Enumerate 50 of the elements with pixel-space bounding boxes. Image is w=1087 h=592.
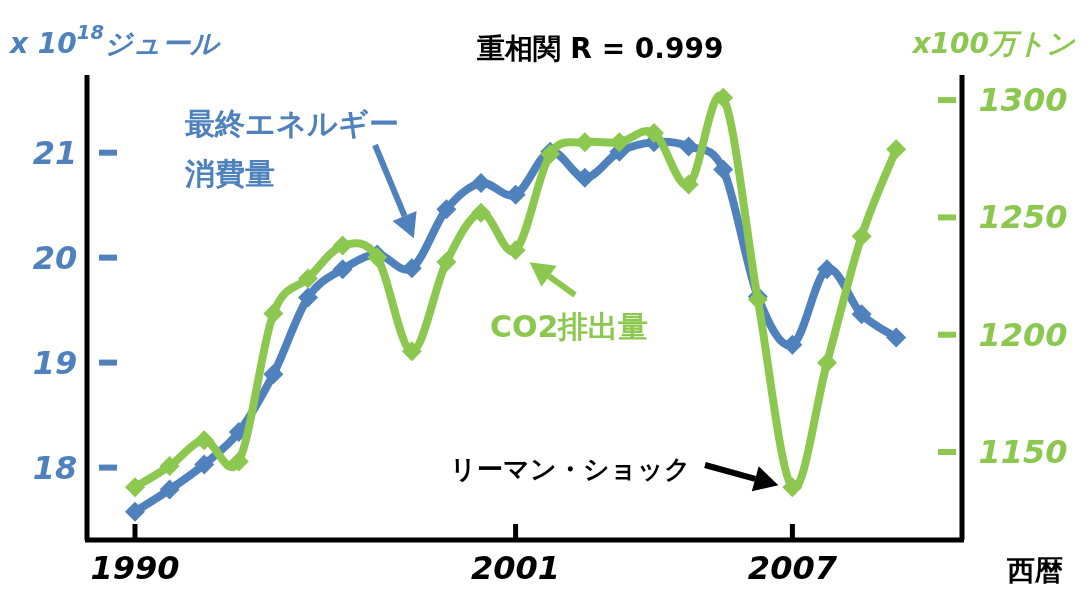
point	[471, 173, 491, 194]
point	[125, 477, 145, 498]
y2-tick-label: 1300	[978, 81, 1068, 120]
point	[125, 501, 145, 522]
point	[332, 259, 353, 280]
x-tick-label: 2007	[747, 549, 838, 587]
point	[263, 303, 284, 324]
y-tick-label: 20	[32, 238, 78, 277]
y2-tick-label: 1150	[978, 433, 1068, 472]
point	[298, 268, 318, 289]
y2-axis-title: x100万トン	[910, 27, 1076, 60]
point	[401, 341, 422, 362]
point	[851, 226, 872, 247]
point	[298, 287, 318, 308]
y-tick-label: 21	[32, 133, 78, 172]
point	[713, 159, 734, 180]
y-tick-label: 18	[32, 448, 78, 487]
legend-label: 最終エネルギー消費量	[184, 105, 399, 191]
point	[886, 139, 907, 160]
point	[574, 167, 595, 188]
point	[644, 122, 664, 143]
chart-title: 重相関 R = 0.999	[475, 32, 724, 65]
point	[471, 202, 491, 223]
point	[332, 235, 353, 256]
point	[886, 327, 907, 348]
point	[263, 364, 284, 385]
x-tick-label: 2001	[471, 549, 561, 587]
point	[678, 136, 699, 157]
point	[851, 304, 872, 325]
series-label: CO2排出量	[490, 308, 649, 344]
y-axis-title: x 10$^{18}$ジュール	[8, 21, 222, 60]
x-axis-title: 西暦	[1006, 554, 1063, 587]
point	[782, 477, 803, 498]
point	[159, 456, 180, 477]
point	[436, 251, 457, 272]
point	[228, 451, 249, 472]
point	[159, 479, 180, 500]
point	[194, 454, 215, 475]
point	[194, 430, 215, 451]
point	[436, 199, 457, 220]
x-tick-label: 1990	[90, 549, 180, 587]
point	[817, 352, 837, 373]
point	[678, 174, 699, 195]
annotation: リーマン・ショック	[450, 453, 691, 484]
point	[401, 258, 422, 279]
y2-tick-label: 1250	[978, 198, 1068, 237]
y2-tick-label: 1200	[978, 315, 1068, 354]
point	[609, 132, 630, 153]
y-tick-label: 19	[32, 343, 78, 382]
point	[817, 259, 837, 280]
